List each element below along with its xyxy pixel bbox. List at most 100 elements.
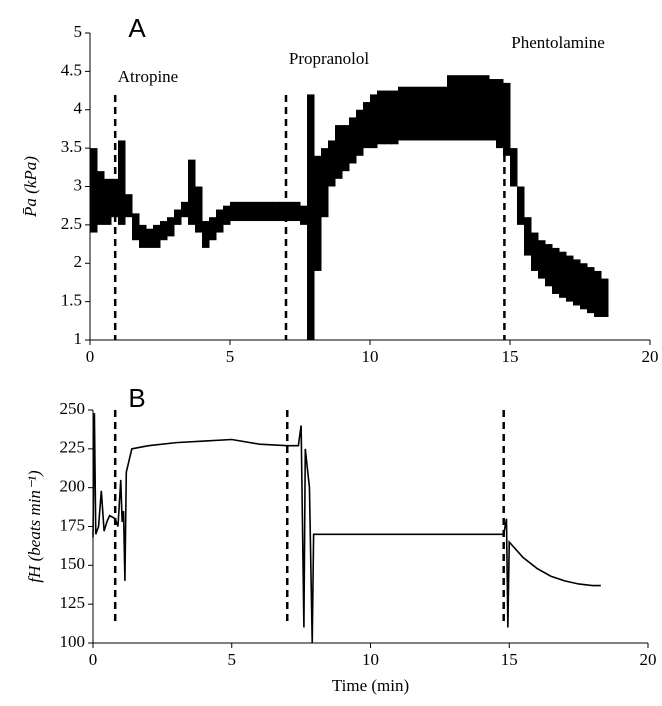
pressure-range bbox=[251, 201, 259, 222]
pressure-range bbox=[258, 201, 266, 222]
pressure-range bbox=[391, 90, 399, 145]
y-tick-label: 1 bbox=[74, 329, 83, 348]
pressure-range bbox=[454, 75, 462, 141]
pressure-range bbox=[580, 263, 588, 310]
pressure-range bbox=[384, 90, 392, 145]
panel-label: A bbox=[128, 13, 146, 43]
pressure-range bbox=[335, 125, 343, 179]
y-tick-label: 1.5 bbox=[61, 291, 82, 310]
pressure-range bbox=[447, 75, 455, 141]
pressure-range bbox=[195, 186, 203, 233]
x-tick-label: 15 bbox=[501, 650, 518, 669]
y-axis-label: P̄a (kPa) bbox=[21, 156, 40, 218]
pressure-range bbox=[188, 159, 196, 225]
y-tick-label: 2.5 bbox=[61, 214, 82, 233]
pressure-range bbox=[160, 221, 168, 241]
pressure-range bbox=[440, 86, 448, 141]
pressure-range bbox=[433, 86, 441, 141]
panel-label: B bbox=[128, 383, 145, 413]
pressure-range bbox=[419, 86, 427, 141]
pressure-range bbox=[307, 94, 315, 341]
pressure-range bbox=[202, 221, 210, 248]
pressure-range bbox=[503, 82, 511, 156]
x-tick-label: 15 bbox=[502, 347, 519, 366]
pressure-range bbox=[573, 259, 581, 306]
x-tick-label: 0 bbox=[86, 347, 95, 366]
pressure-range bbox=[489, 79, 497, 141]
x-tick-label: 10 bbox=[362, 347, 379, 366]
pressure-range bbox=[167, 217, 175, 237]
pressure-range bbox=[314, 155, 322, 271]
pressure-range bbox=[153, 224, 161, 248]
pressure-range bbox=[356, 109, 364, 156]
pressure-range bbox=[601, 278, 609, 317]
pressure-range bbox=[545, 244, 553, 287]
pressure-range bbox=[412, 86, 420, 141]
pressure-range bbox=[524, 217, 532, 256]
pressure-range bbox=[216, 209, 224, 233]
y-tick-label: 250 bbox=[60, 399, 86, 418]
event-label: Propranolol bbox=[289, 49, 370, 68]
y-tick-label: 5 bbox=[74, 22, 83, 41]
pressure-range bbox=[272, 201, 280, 222]
pressure-range bbox=[468, 75, 476, 141]
pressure-range bbox=[594, 270, 602, 317]
heart-rate-line bbox=[92, 413, 601, 644]
pressure-range bbox=[552, 247, 560, 294]
pressure-range bbox=[321, 148, 329, 218]
pressure-range bbox=[587, 267, 595, 314]
pressure-range bbox=[531, 232, 539, 271]
pressure-range bbox=[559, 251, 567, 298]
y-tick-label: 175 bbox=[60, 515, 86, 534]
pressure-range bbox=[426, 86, 434, 141]
pressure-range bbox=[370, 94, 378, 149]
pressure-range bbox=[363, 102, 371, 149]
pressure-range bbox=[328, 140, 336, 187]
pressure-range bbox=[209, 217, 217, 241]
y-tick-label: 200 bbox=[60, 477, 86, 496]
x-axis-label: Time (min) bbox=[332, 676, 409, 695]
y-tick-label: 3.5 bbox=[61, 137, 82, 156]
pressure-range bbox=[461, 75, 469, 141]
y-tick-label: 4 bbox=[74, 99, 83, 118]
y-axis-label: fH (beats min⁻¹) bbox=[25, 470, 44, 583]
y-tick-label: 3 bbox=[74, 175, 83, 194]
pressure-range bbox=[538, 240, 546, 279]
pressure-range bbox=[405, 86, 413, 141]
pressure-range bbox=[475, 75, 483, 141]
x-tick-label: 0 bbox=[89, 650, 98, 669]
pressure-range bbox=[279, 201, 287, 222]
x-tick-label: 20 bbox=[642, 347, 659, 366]
pressure-range bbox=[566, 255, 574, 302]
pressure-range bbox=[174, 209, 182, 225]
y-tick-label: 4.5 bbox=[61, 60, 82, 79]
pressure-range bbox=[181, 201, 189, 218]
pressure-range bbox=[496, 79, 504, 149]
pressure-range bbox=[223, 205, 231, 225]
y-tick-label: 225 bbox=[60, 438, 86, 457]
pressure-range bbox=[300, 205, 308, 225]
pressure-range bbox=[125, 194, 133, 218]
x-tick-label: 10 bbox=[362, 650, 379, 669]
event-label: Phentolamine bbox=[511, 33, 604, 52]
y-tick-label: 150 bbox=[60, 554, 86, 573]
pressure-range bbox=[293, 201, 301, 222]
pressure-range bbox=[104, 178, 112, 225]
pressure-range bbox=[111, 178, 119, 218]
pressure-range bbox=[244, 201, 252, 222]
event-label: Atropine bbox=[118, 67, 178, 86]
pressure-range bbox=[118, 140, 126, 225]
pressure-range bbox=[349, 117, 357, 164]
pressure-range bbox=[146, 228, 154, 248]
y-tick-label: 100 bbox=[60, 632, 86, 651]
pressure-range bbox=[377, 90, 385, 145]
pressure-range bbox=[90, 148, 98, 233]
x-tick-label: 5 bbox=[226, 347, 235, 366]
pressure-range bbox=[230, 201, 238, 222]
pressure-range bbox=[97, 171, 105, 225]
pressure-range bbox=[482, 75, 490, 141]
pressure-range bbox=[237, 201, 245, 222]
x-tick-label: 5 bbox=[228, 650, 237, 669]
pressure-range bbox=[510, 148, 518, 187]
